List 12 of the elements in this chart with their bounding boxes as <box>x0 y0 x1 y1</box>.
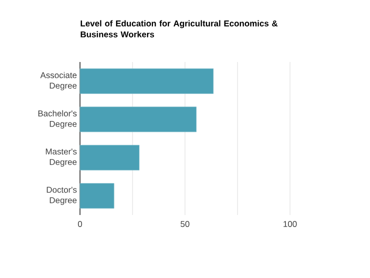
bar <box>80 68 214 94</box>
x-tick-label: 100 <box>284 221 297 228</box>
chart-title: Level of Education for Agricultural Economics & Business Workers <box>80 20 278 38</box>
y-tick-label: Doctor's Degree <box>46 186 77 205</box>
x-tick-label: 0 <box>78 221 82 228</box>
y-tick-label: Bachelor's Degree <box>38 110 77 129</box>
y-tick-label: Associate Degree <box>40 72 77 90</box>
x-tick-label: 50 <box>180 221 190 228</box>
bar <box>80 183 114 209</box>
bar <box>80 106 197 132</box>
y-tick-label: Master's Degree <box>46 148 77 167</box>
bar <box>80 144 140 170</box>
